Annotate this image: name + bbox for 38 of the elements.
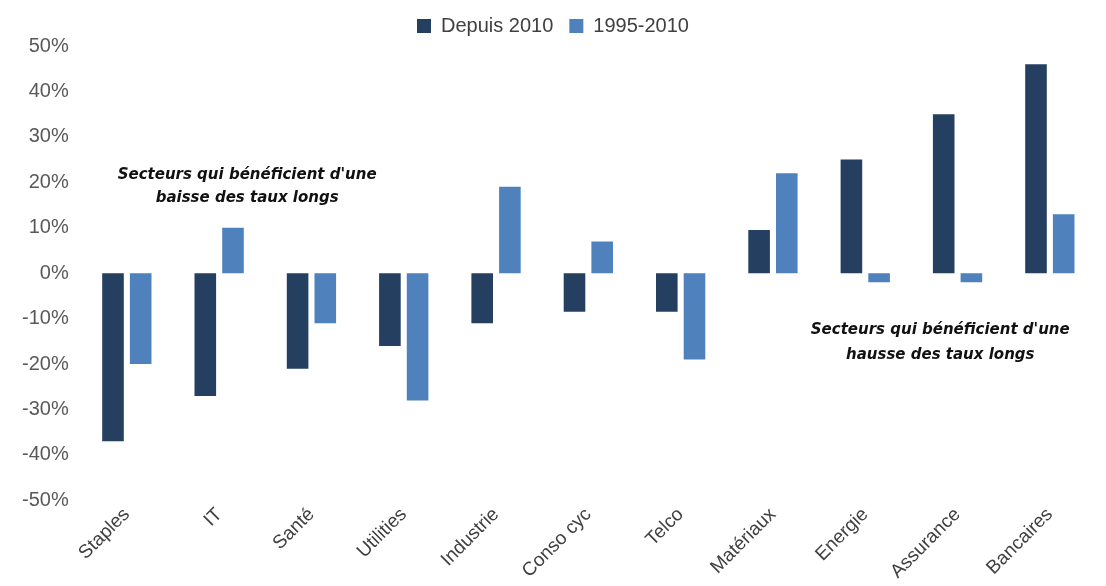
bar xyxy=(840,159,863,274)
bar xyxy=(379,273,401,346)
bar xyxy=(868,273,890,283)
y-tick-label: 50% xyxy=(28,33,69,56)
y-tick-label: -40% xyxy=(21,442,69,465)
legend-label: Depuis 2010 xyxy=(441,13,554,36)
y-tick-label: 30% xyxy=(28,124,69,147)
bar xyxy=(314,273,337,324)
bar xyxy=(471,273,493,324)
bar xyxy=(499,186,521,274)
y-tick-label: -50% xyxy=(21,487,69,510)
y-tick-label: 10% xyxy=(28,215,69,238)
bar xyxy=(222,227,244,274)
bar xyxy=(775,173,798,274)
bar xyxy=(960,273,983,283)
bar xyxy=(129,273,152,365)
bar xyxy=(683,273,706,360)
annotation: Secteurs qui bénéficient d'une baisse des taux longs xyxy=(117,165,377,207)
y-tick-label: 40% xyxy=(28,78,69,101)
bar xyxy=(591,241,613,274)
y-tick-label: -30% xyxy=(21,397,69,420)
bar xyxy=(1025,64,1047,274)
bar xyxy=(102,273,124,442)
y-tick-label: 20% xyxy=(28,169,69,192)
bar xyxy=(656,273,678,312)
y-tick-label: 0% xyxy=(39,260,69,283)
bar xyxy=(406,273,429,401)
annotation: Secteurs qui bénéficient d'une hausse des taux longs xyxy=(810,319,1070,363)
y-tick-label: -20% xyxy=(21,351,69,374)
bar xyxy=(286,273,309,369)
y-tick-label: -10% xyxy=(21,306,69,329)
bar xyxy=(194,273,217,396)
legend-label: 1995-2010 xyxy=(593,13,689,36)
bar xyxy=(1052,214,1075,274)
bar xyxy=(932,114,955,274)
bar xyxy=(563,273,586,312)
x-tick-label: IT xyxy=(198,502,226,530)
bar xyxy=(748,230,770,274)
